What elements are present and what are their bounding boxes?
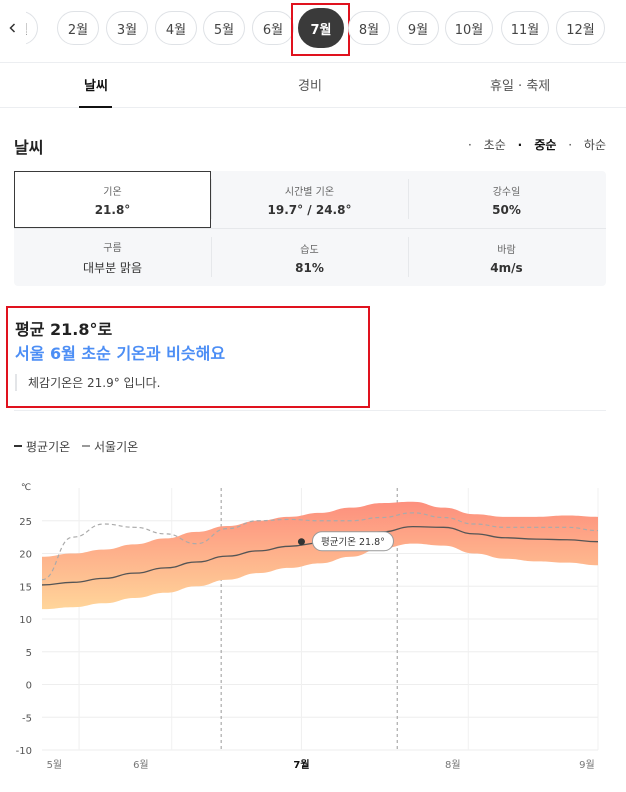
period-label: 중순: [534, 138, 557, 152]
cell-value: 50%: [492, 202, 521, 217]
x-tick-label: 7월: [293, 759, 309, 771]
x-tick-label: 8월: [445, 759, 461, 771]
month-pill-9[interactable]: 9월: [397, 11, 439, 45]
cell-label: 습도: [300, 244, 319, 256]
tab-active-indicator: [79, 106, 112, 108]
period-label: 하순: [583, 138, 606, 152]
cell-label: 구름: [103, 243, 122, 254]
divider: [408, 237, 409, 277]
divider: [14, 410, 606, 411]
month-label: 10월: [454, 22, 484, 38]
period-late[interactable]: · 하순: [568, 138, 606, 152]
feels-like-text: 체감기온은 21.9° 입니다.: [15, 374, 160, 391]
divider: [211, 237, 212, 277]
divider: [408, 179, 409, 219]
period-selector: · 초순 · 중순 · 하순: [460, 136, 606, 153]
month-pill-12[interactable]: 12월: [556, 11, 605, 45]
month-pill-3[interactable]: 3월: [106, 11, 148, 45]
chart-legend: 평균기온 서울기온: [14, 436, 146, 455]
cell-label: 바람: [497, 244, 516, 256]
month-pill-2[interactable]: 2월: [57, 11, 99, 45]
cell-precipitation[interactable]: 강수일 50%: [408, 171, 605, 228]
cell-value: 81%: [295, 260, 324, 275]
cell-label: 기온: [103, 186, 122, 198]
divider: [211, 179, 212, 219]
tab-holidays[interactable]: 휴일 · 축제: [490, 79, 551, 94]
marker-tooltip: [311, 531, 394, 552]
y-tick-label: 15: [19, 582, 32, 593]
divider: [14, 228, 606, 229]
cell-value: 21.8°: [94, 202, 131, 217]
month-label: 5월: [213, 22, 235, 38]
marker-point: [297, 538, 305, 546]
summary-average: 평균 21.8°로: [15, 320, 113, 339]
month-label: 9월: [407, 22, 429, 38]
temperature-chart: 평균기온 21.8° ℃ 25 20 15 10 5 0 -5 -10 5월 6월 7월 8월 9월: [16, 483, 599, 771]
x-tick-label: 6월: [133, 759, 149, 771]
chevron-left-icon: [9, 23, 16, 33]
month-pill-6[interactable]: 6월: [252, 11, 294, 45]
section-title: 날씨: [14, 138, 44, 157]
cell-value: 대부분 맑음: [82, 261, 142, 275]
period-label: 초순: [483, 138, 506, 152]
legend-avg: 평균기온: [14, 438, 70, 455]
highlight-box: [291, 3, 350, 56]
y-tick-label: -10: [16, 746, 32, 757]
period-mid[interactable]: · 중순: [517, 138, 557, 152]
cell-label: 시간별 기온: [284, 186, 335, 198]
seoul-temperature-line: [41, 512, 599, 581]
x-tick-label: 9월: [579, 759, 595, 771]
period-early[interactable]: · 초순: [468, 138, 506, 152]
y-tick-label: -5: [22, 713, 32, 724]
month-pill-8[interactable]: 8월: [348, 11, 390, 45]
month-label: 12월: [566, 22, 595, 38]
y-axis-unit: ℃: [21, 483, 31, 493]
y-tick-label: 20: [19, 550, 32, 561]
legend-solid-line: [14, 445, 22, 447]
tab-bar: 날씨 경비 휴일 · 축제: [0, 62, 626, 108]
temperature-range-band: [42, 501, 598, 610]
cell-humidity[interactable]: 습도 81%: [211, 229, 408, 286]
y-tick-label: 25: [19, 517, 32, 528]
month-label: 3월: [116, 22, 138, 38]
cell-wind[interactable]: 바람 4m/s: [408, 229, 605, 286]
month-pill-5[interactable]: 5월: [203, 11, 245, 45]
month-label: 6월: [262, 22, 284, 38]
month-pill-4[interactable]: 4월: [155, 11, 197, 45]
tab-weather[interactable]: 날씨: [84, 79, 108, 94]
month-pill-10[interactable]: 10월: [445, 11, 493, 45]
legend-seoul: 서울기온: [82, 438, 138, 455]
month-label: 11월: [510, 22, 540, 38]
y-tick-label: 0: [26, 681, 32, 692]
prev-month-button[interactable]: [0, 11, 26, 45]
month-selector: 월 2월 3월 4월 5월 6월 7월 8월 9월 10월 11월 12월: [0, 0, 626, 62]
legend-label: 서울기온: [94, 439, 139, 454]
month-label: 8월: [358, 22, 380, 38]
highlight-box: [6, 306, 370, 408]
cell-temperature[interactable]: 기온 21.8°: [14, 171, 211, 228]
marker-label: 평균기온 21.8°: [321, 537, 385, 548]
cell-cloud[interactable]: 구름 대부분 맑음: [14, 229, 211, 286]
legend-label: 평균기온: [26, 439, 71, 454]
month-label: 7월: [310, 22, 332, 38]
month-label: 2월: [67, 22, 89, 38]
month-pill-7-selected[interactable]: 7월: [298, 8, 344, 48]
month-pill-11[interactable]: 11월: [501, 11, 549, 45]
x-tick-label: 5월: [47, 759, 63, 771]
month-label: 4월: [165, 22, 187, 38]
weather-grid: 기온 21.8° 시간별 기온 19.7° / 24.8° 강수일 50% 구름…: [14, 171, 606, 286]
tab-expenses[interactable]: 경비: [298, 79, 322, 94]
summary-comparison: 서울 6월 초순 기온과 비슷해요: [15, 344, 226, 363]
cell-label: 강수일: [492, 186, 521, 198]
cell-value: 19.7° / 24.8°: [267, 202, 352, 217]
legend-dashed-line: [82, 445, 90, 447]
cell-value: 4m/s: [490, 260, 523, 275]
cell-hourly-temperature[interactable]: 시간별 기온 19.7° / 24.8°: [211, 171, 408, 228]
y-tick-label: 10: [19, 615, 32, 626]
y-tick-label: 5: [26, 648, 32, 659]
